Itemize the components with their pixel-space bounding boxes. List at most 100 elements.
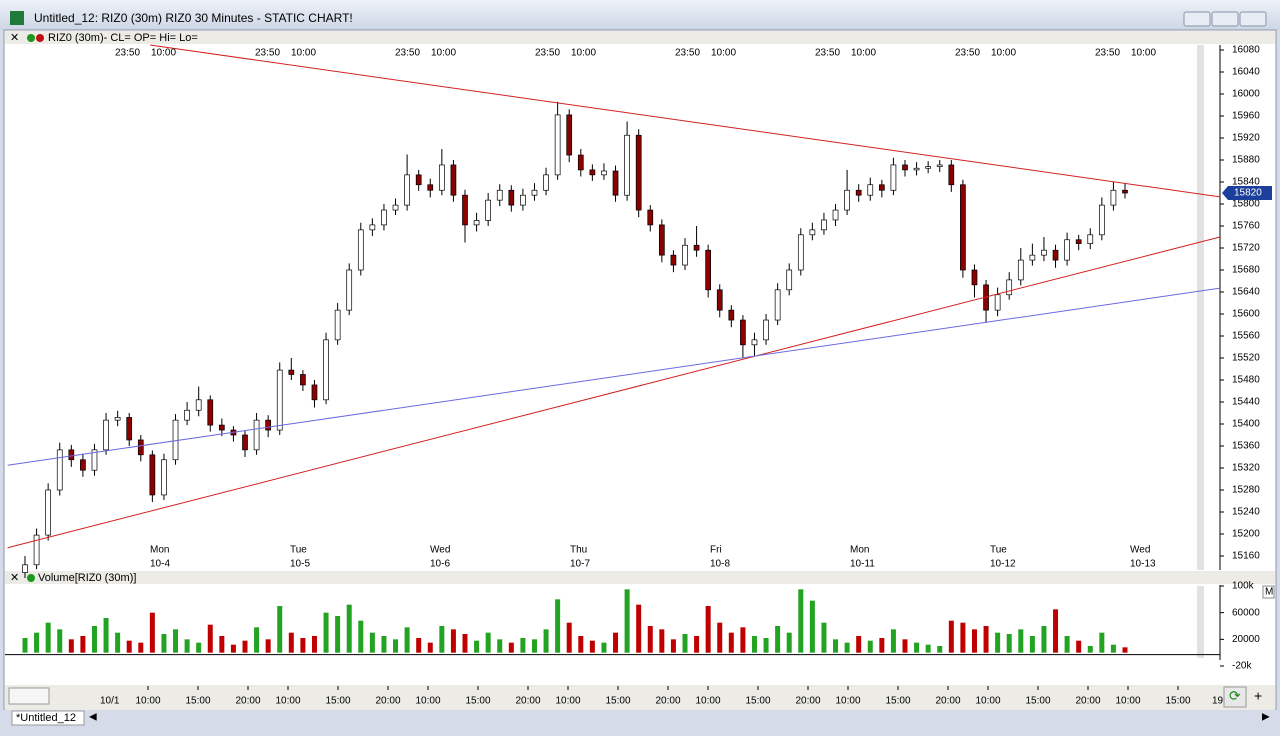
x-tick-label: 15:00 [605, 696, 630, 707]
volume-bar [694, 636, 700, 653]
candle-body [577, 154, 584, 171]
candle-body [56, 449, 63, 491]
candle-body [786, 269, 793, 291]
date-label: 10-4 [150, 559, 170, 570]
x-tick-label: 15:00 [325, 696, 350, 707]
volume-bar [763, 638, 769, 653]
candle-body [948, 164, 955, 186]
close-icon[interactable]: ✕ [10, 32, 19, 44]
scroll-band [1197, 586, 1204, 658]
candle-body [149, 454, 156, 496]
candle-body [103, 419, 109, 451]
volume-bar [786, 632, 792, 653]
y-tick-label: 15920 [1232, 133, 1260, 144]
volume-bar [439, 626, 445, 653]
volume-bar [914, 642, 920, 653]
candle-body [902, 164, 908, 171]
volume-bar [265, 639, 271, 653]
x-tick-label: 15:00 [745, 696, 770, 707]
x-tick-label: 20:00 [1075, 696, 1100, 707]
trendline [7, 287, 1221, 466]
status-dot [27, 574, 35, 582]
candle-body [172, 419, 179, 461]
volume-bar [636, 604, 642, 653]
tab-strip [0, 710, 1280, 731]
menu-button[interactable] [1262, 585, 1275, 599]
day-label: Mon [850, 545, 869, 556]
candle-body [1041, 249, 1047, 256]
candle-body [161, 459, 167, 496]
candle-body [276, 369, 283, 431]
status-dot [36, 34, 44, 42]
candle-body [1029, 254, 1036, 261]
volume-bar [925, 644, 931, 653]
plot-area: 16080 16040 16000 15960 15920 15880 15840 15800… [5, 44, 1272, 707]
top-time-label: 23:50 [955, 48, 980, 59]
zoom-button[interactable]: + [1254, 688, 1262, 704]
volume-bar [416, 638, 422, 653]
tab-scroll-left[interactable]: ◀ [89, 712, 97, 723]
trendline [7, 236, 1221, 549]
candle-body [207, 399, 214, 426]
x-tick-label: 10:00 [135, 696, 160, 707]
volume-bar [682, 634, 688, 653]
y-tick-label: 15160 [1232, 551, 1260, 562]
volume-bar [126, 640, 132, 653]
day-label: Thu [570, 545, 587, 556]
volume-bar [971, 629, 977, 653]
tab-scroll-right[interactable]: ▶ [1262, 712, 1270, 723]
minimize-button[interactable] [1183, 11, 1211, 27]
restore-button[interactable] [1211, 11, 1239, 27]
close-button[interactable] [1239, 11, 1267, 27]
volume-bar [867, 640, 873, 653]
candle-body [1098, 204, 1105, 236]
menu-label[interactable]: M [1265, 587, 1273, 598]
status-dot [27, 34, 35, 42]
y-tick-label: -20k [1232, 661, 1252, 672]
x-tick-label: 10:00 [555, 696, 580, 707]
candle-body [832, 209, 839, 221]
volume-bar [555, 599, 561, 653]
candle-body [566, 114, 573, 156]
volume-bar [902, 639, 908, 653]
volume-bar [497, 639, 503, 653]
date-label: 10-11 [850, 559, 875, 570]
close-icon[interactable]: ✕ [10, 572, 19, 584]
candle-body [508, 189, 515, 206]
top-time-label: 10:00 [1131, 48, 1156, 59]
volume-bar [115, 632, 121, 653]
candle-body [22, 564, 28, 573]
candle-body [126, 417, 133, 441]
volume-bar [775, 626, 781, 653]
volume-bar [879, 638, 885, 653]
refresh-icon[interactable]: ⟳ [1229, 688, 1241, 704]
candle-body [381, 209, 387, 226]
refresh-button[interactable] [1223, 686, 1247, 708]
volume-bar [230, 644, 236, 653]
volume-bar [798, 589, 804, 653]
y-tick-label: 15840 [1232, 177, 1260, 188]
volume-bar [300, 638, 306, 653]
candle-body [878, 184, 885, 191]
volume-bar [346, 604, 352, 653]
volume-bar [1006, 634, 1012, 653]
y-tick-label: 16000 [1232, 89, 1260, 100]
candle-body [218, 424, 225, 431]
candle-body [45, 489, 52, 536]
day-label: Tue [990, 545, 1007, 556]
tab-label[interactable]: *Untitled_12 [16, 712, 76, 724]
volume-bar [578, 636, 584, 653]
volume-bar [207, 624, 213, 653]
candle-body [1122, 189, 1128, 194]
tab[interactable] [11, 710, 85, 726]
scroll-thumb[interactable] [8, 687, 50, 705]
volume-bar [184, 639, 190, 653]
volume-bar [335, 616, 341, 653]
volume-bar [369, 632, 375, 653]
y-tick-label: 15200 [1232, 529, 1260, 540]
volume-bar [404, 627, 410, 653]
x-tick-label: 10:00 [975, 696, 1000, 707]
candle-body [971, 269, 978, 286]
